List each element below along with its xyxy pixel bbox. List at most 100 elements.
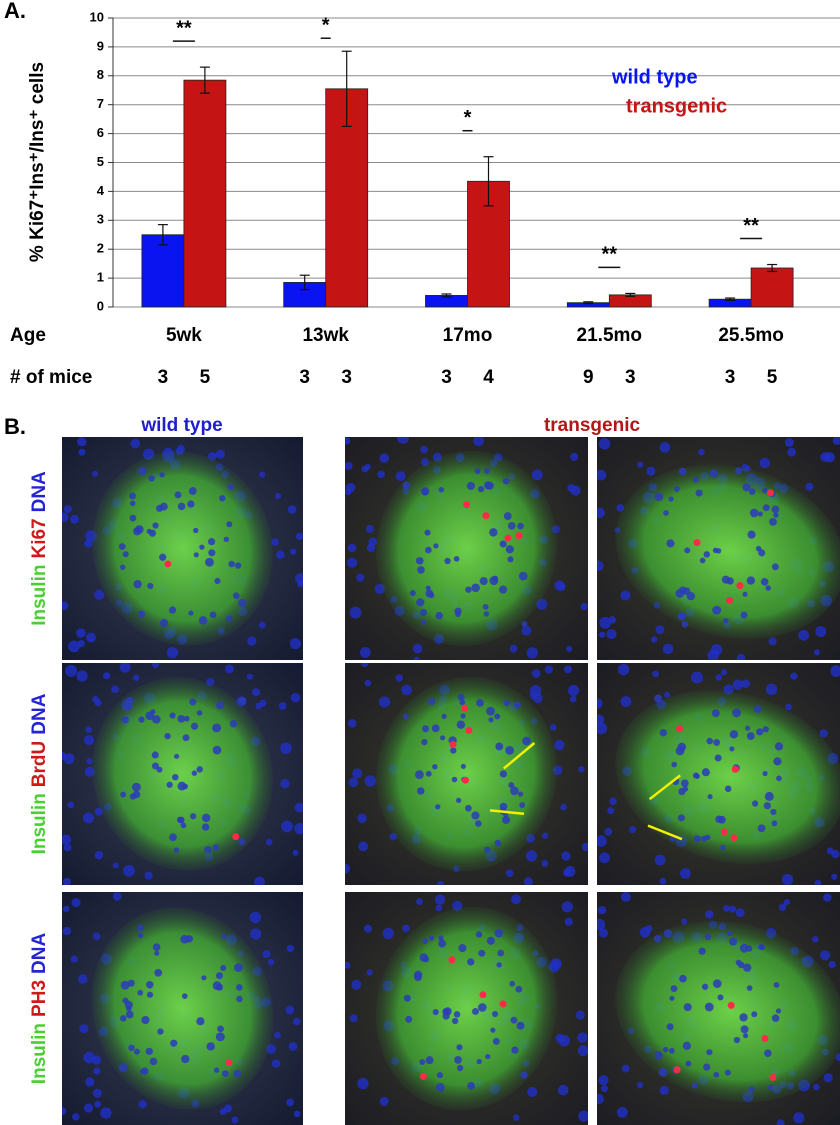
nucleus: [182, 734, 190, 742]
nucleus: [671, 761, 677, 768]
nucleus: [206, 1042, 215, 1051]
nucleus: [425, 1056, 434, 1065]
nucleus: [288, 1042, 298, 1051]
nucleus: [698, 947, 706, 955]
nucleus: [141, 1015, 150, 1025]
nucleus: [597, 469, 607, 481]
nucleus: [159, 553, 167, 561]
nucleus: [495, 742, 504, 751]
nucleus: [774, 742, 784, 751]
nucleus: [238, 838, 246, 846]
nucleus: [749, 508, 759, 518]
nucleus: [699, 557, 706, 564]
nucleus: [379, 1096, 389, 1106]
nucleus: [231, 1116, 239, 1124]
nucleus: [154, 968, 163, 977]
nucleus: [201, 813, 211, 823]
row-label-part: Insulin: [29, 565, 50, 626]
nucleus: [620, 892, 631, 902]
nucleus: [363, 924, 372, 933]
nucleus: [416, 898, 423, 905]
nucleus: [483, 611, 490, 617]
y-tick-label: 0: [97, 298, 104, 313]
nucleus: [198, 616, 208, 625]
nucleus: [62, 877, 71, 885]
x-tick-label: 5wk: [166, 325, 202, 346]
nucleus: [549, 723, 557, 731]
nucleus: [209, 611, 217, 619]
nucleus: [466, 481, 475, 490]
nucleus: [79, 1024, 89, 1034]
nucleus: [485, 1053, 491, 1060]
nucleus: [236, 995, 243, 1003]
y-tick-label: 4: [97, 183, 105, 198]
error-bar: [157, 224, 168, 246]
nucleus: [757, 511, 763, 517]
nucleus: [294, 802, 303, 813]
nucleus: [757, 824, 766, 833]
x-tick-label: 25.5mo: [718, 325, 783, 346]
nucleus: [666, 1023, 674, 1031]
nucleus: [62, 926, 71, 936]
nucleus: [441, 713, 447, 719]
nucleus: [435, 611, 444, 620]
micrograph: [597, 437, 840, 660]
nucleus: [597, 560, 604, 572]
error-bar: [341, 50, 352, 127]
nucleus: [455, 797, 462, 803]
nucleus: [770, 808, 777, 816]
islet: [615, 464, 840, 639]
nucleus: [663, 929, 673, 938]
nucleus: [732, 708, 741, 718]
arrow: [647, 824, 683, 841]
nucleus: [148, 475, 155, 482]
nucleus: [745, 945, 753, 952]
nucleus: [478, 1003, 487, 1012]
nucleus: [422, 938, 428, 944]
nucleus: [664, 691, 671, 698]
nucleus: [773, 512, 779, 518]
nucleus: [762, 487, 768, 494]
marker-cell: [479, 991, 487, 999]
arrow-shaft: [489, 809, 525, 816]
nucleus: [71, 898, 81, 908]
nucleus: [824, 452, 835, 463]
nucleus: [290, 548, 297, 555]
islet: [376, 450, 557, 647]
nucleus: [416, 787, 425, 795]
nucleus: [93, 1067, 101, 1075]
nucleus: [654, 935, 662, 943]
nucleus: [234, 562, 242, 569]
nucleus: [152, 715, 161, 724]
nucleus: [776, 775, 782, 782]
nucleus: [286, 1098, 295, 1107]
nucleus: [813, 649, 820, 656]
marker-cell: [463, 501, 471, 509]
panel-label: A.: [4, 0, 26, 23]
nucleus: [695, 489, 703, 497]
nucleus: [578, 1110, 588, 1122]
nucleus: [723, 617, 729, 624]
nucleus: [499, 540, 507, 548]
micrograph-content: [345, 892, 588, 1125]
nucleus: [450, 747, 457, 754]
nucleus: [437, 880, 445, 885]
nucleus: [517, 522, 524, 530]
nucleus: [760, 578, 769, 586]
marker-cell: [730, 834, 738, 842]
nucleus: [607, 807, 615, 815]
nucleus: [119, 564, 126, 570]
error-bar: [583, 301, 594, 305]
nucleus: [347, 557, 358, 568]
nucleus: [720, 844, 726, 851]
nucleus: [666, 539, 675, 548]
marker-cell: [726, 596, 734, 604]
nucleus: [748, 1086, 755, 1093]
nucleus: [732, 679, 744, 690]
micrograph-content: [597, 663, 840, 885]
nucleus: [141, 1067, 149, 1075]
nucleus: [515, 985, 523, 993]
nucleus: [188, 487, 197, 495]
nucleus: [196, 710, 203, 716]
nucleus: [292, 1017, 301, 1026]
